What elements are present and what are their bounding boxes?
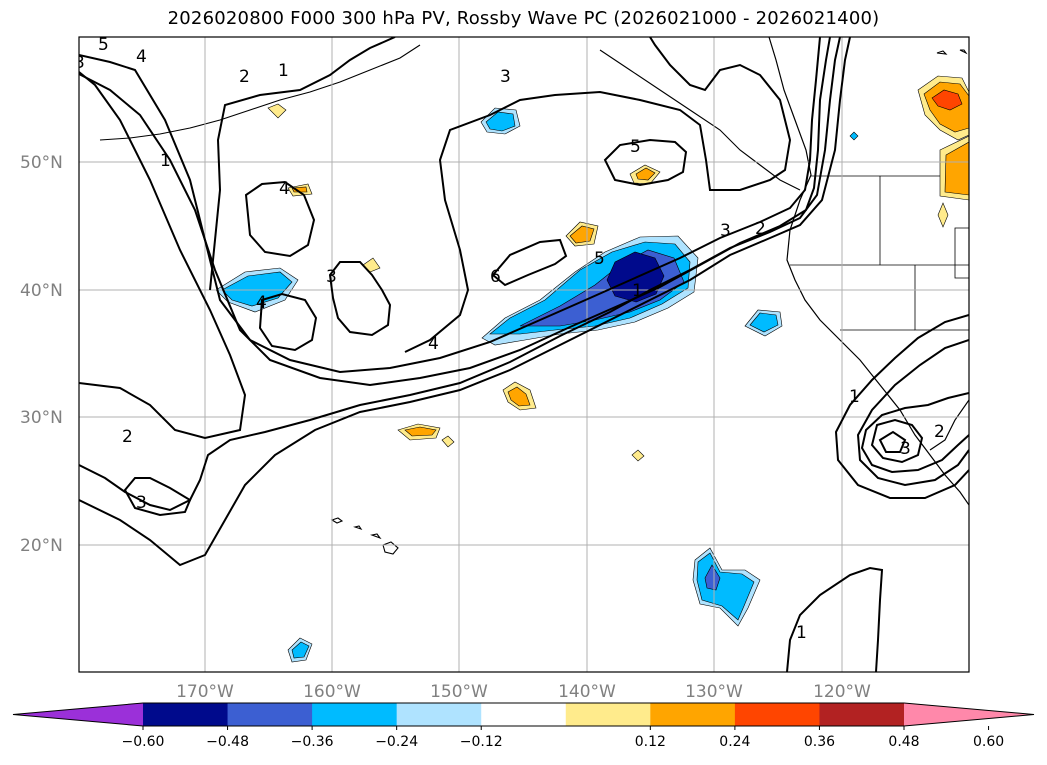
colorbar-segment (227, 703, 313, 726)
contour-label: 1 (849, 387, 860, 407)
contour-label: 5 (594, 249, 605, 269)
lat-label: 50°N (20, 153, 63, 173)
lon-label: 170°W (176, 682, 234, 702)
state-borders (790, 175, 969, 331)
colorbar (12, 702, 1035, 730)
colorbar-tick-label: −0.60 (122, 734, 165, 750)
colorbar-tick-label: 0.48 (888, 734, 919, 750)
lon-label: 130°W (685, 682, 743, 702)
graticule (79, 37, 969, 672)
contour-label: 4 (428, 334, 439, 354)
contour-label: 1 (632, 281, 643, 301)
contour-label: 2 (122, 427, 133, 447)
contour-label: 1 (160, 151, 171, 171)
contour-label: 3 (720, 221, 731, 241)
lat-label: 30°N (20, 408, 63, 428)
contour-label: 2 (755, 219, 766, 239)
latitude-labels: 50°N 40°N 30°N 20°N (20, 153, 63, 556)
land-north-america (768, 37, 969, 506)
lat-label: 40°N (20, 281, 63, 301)
colorbar-tick-label: 0.60 (973, 734, 1004, 750)
colorbar-tick-labels: −0.60 −0.48 −0.36 −0.24 −0.12 0.12 0.24 … (122, 734, 1005, 750)
colorbar-segment (565, 703, 651, 726)
contour-label: 3 (500, 67, 511, 87)
map-title: 2026020800 F000 300 hPa PV, Rossby Wave … (167, 8, 880, 29)
colorbar-tick-label: 0.24 (719, 734, 750, 750)
contour-label: 4 (279, 179, 290, 199)
lon-label: 120°W (813, 682, 871, 702)
colorbar-tick-label: 0.36 (804, 734, 835, 750)
colorbar-segment (819, 703, 905, 726)
colorbar-segment (481, 703, 567, 726)
colorbar-segment (734, 703, 820, 726)
contour-label: 3 (136, 493, 147, 513)
lon-label: 160°W (303, 682, 361, 702)
contour-label: 3 (326, 267, 337, 287)
contour-label: 1 (796, 623, 807, 643)
colorbar-segment (143, 703, 229, 726)
pv-negative-fill (215, 107, 859, 663)
contour-label: 1 (278, 61, 289, 81)
colorbar-tick-label: −0.48 (206, 734, 249, 750)
lat-label: 20°N (20, 536, 63, 556)
colorbar-segment (650, 703, 736, 726)
contour-label: 2 (239, 67, 250, 87)
contour-label: 3 (74, 53, 85, 73)
contour-label: 5 (630, 137, 641, 157)
colorbar-tick-label: −0.24 (375, 734, 418, 750)
contour-label: 5 (98, 35, 109, 55)
coastline-islands (99, 44, 968, 555)
contour-label: 4 (136, 47, 147, 67)
colorbar-tick-label: 0.12 (635, 734, 666, 750)
lon-label: 140°W (558, 682, 616, 702)
pv-contours (79, 37, 969, 672)
contour-label: 6 (490, 267, 501, 287)
colorbar-segment (312, 703, 398, 726)
contour-label-group: 5 4 3 2 1 1 4 3 4 3 4 5 6 5 3 2 1 2 3 1 … (74, 35, 945, 643)
contour-label: 2 (934, 422, 945, 442)
pv-positive-fill (267, 75, 969, 462)
contour-label: 3 (900, 439, 911, 459)
colorbar-extend-min (13, 703, 143, 726)
plot-frame (78, 36, 970, 673)
colorbar-extend-max (904, 703, 1034, 726)
colorbar-tick-label: −0.12 (460, 734, 503, 750)
longitude-labels: 170°W 160°W 150°W 140°W 130°W 120°W (176, 682, 871, 702)
colorbar-segment (396, 703, 482, 726)
colorbar-tick-label: −0.36 (291, 734, 334, 750)
contour-label: 4 (256, 293, 267, 313)
lon-label: 150°W (430, 682, 488, 702)
